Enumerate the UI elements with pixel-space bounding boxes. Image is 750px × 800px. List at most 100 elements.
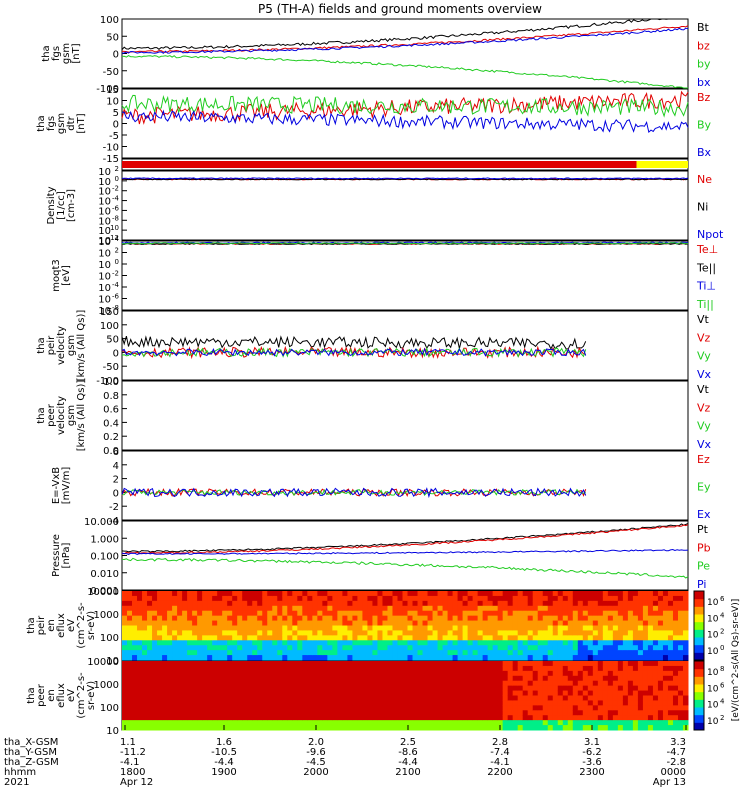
spectrogram-cell <box>382 605 388 612</box>
spectrogram-cell <box>397 615 403 622</box>
spectrogram-cell <box>242 680 248 687</box>
spectrogram-cell <box>192 625 198 631</box>
spectrogram-cell <box>472 650 479 656</box>
spectrogram-cell <box>652 591 659 597</box>
spectrogram-cell <box>312 630 318 636</box>
spectrogram-cell <box>547 710 554 716</box>
spectrogram-cell <box>502 620 509 626</box>
spectrogram-cell <box>312 705 318 711</box>
y-axis-label: gsm <box>56 113 67 134</box>
spectrogram-cell <box>432 695 439 701</box>
spectrogram-cell <box>187 715 193 721</box>
spectrogram-cell <box>227 661 233 667</box>
spectrogram-cell <box>577 610 584 617</box>
spectrogram-cell <box>127 645 133 651</box>
spectrogram-cell <box>587 700 594 706</box>
spectrogram-cell <box>507 650 514 656</box>
spectrogram-cell <box>597 600 604 607</box>
colorbar-segment <box>694 684 704 693</box>
spectrogram-cell <box>417 680 424 687</box>
spectrogram-cell <box>482 591 489 597</box>
spectrogram-cell <box>207 661 213 667</box>
spectrogram-cell <box>627 615 634 622</box>
spectrogram-cell <box>647 655 654 661</box>
spectrogram-cell <box>357 690 363 696</box>
spectrogram-cell <box>552 715 559 721</box>
spectrogram-cell <box>557 630 564 636</box>
spectrogram-cell <box>232 615 238 622</box>
spectrogram-cell <box>312 635 318 641</box>
spectrogram-cell <box>272 695 278 701</box>
spectrogram-cell <box>517 600 524 607</box>
spectrogram-cell <box>422 661 429 667</box>
spectrogram-cell <box>392 620 398 626</box>
spectrogram-cell <box>572 625 579 631</box>
spectrogram-cell <box>427 675 434 682</box>
spectrogram-cell <box>447 625 454 631</box>
spectrogram-cell <box>472 595 479 602</box>
spectrogram-cell <box>602 700 609 706</box>
spectrogram-cell <box>497 661 504 667</box>
spectrogram-cell <box>427 680 434 687</box>
spectrogram-cell <box>252 615 258 622</box>
spectrogram-cell <box>572 655 579 661</box>
spectrogram-cell <box>227 610 233 617</box>
spectrogram-cell <box>122 700 128 706</box>
spectrogram-cell <box>587 635 594 641</box>
spectrogram-cell <box>337 700 343 706</box>
spectrogram-cell <box>327 705 333 711</box>
x-axis-row-label: tha_X-GSM <box>4 737 58 748</box>
spectrogram-cell <box>647 640 654 646</box>
spectrogram-cell <box>262 680 268 687</box>
spectrogram-cell <box>562 680 569 687</box>
y-axis-label: fgs <box>51 46 62 61</box>
spectrogram-cell <box>147 685 153 692</box>
spectrogram-cell <box>132 640 138 646</box>
spectrogram-cell <box>362 600 368 607</box>
spectrogram-cell <box>467 690 474 696</box>
spectrogram-cell <box>302 635 308 641</box>
spectrogram-cell <box>647 635 654 641</box>
spectrogram-cell <box>487 720 494 726</box>
spectrogram-cell <box>447 675 454 682</box>
spectrogram-cell <box>272 620 278 626</box>
spectrogram-cell <box>127 650 133 656</box>
spectrogram-cell <box>272 665 278 672</box>
spectrogram-cell <box>592 705 599 711</box>
spectrogram-cell <box>382 680 388 687</box>
spectrogram-cell <box>382 685 388 692</box>
spectrogram-cell <box>487 695 494 701</box>
spectrogram-cell <box>432 661 439 667</box>
spectrogram-cell <box>282 630 288 636</box>
spectrogram-cell <box>377 655 383 661</box>
spectrogram-cell <box>467 705 474 711</box>
spectrogram-cell <box>407 670 414 677</box>
spectrogram-cell <box>352 615 358 622</box>
spectrogram-cell <box>222 635 228 641</box>
spectrogram-cell <box>217 720 223 726</box>
spectrogram-cell <box>257 640 263 646</box>
spectrogram-cell <box>192 710 198 716</box>
spectrogram-cell <box>427 705 434 711</box>
spectrogram-cell <box>572 615 579 622</box>
spectrogram-cell <box>547 700 554 706</box>
spectrogram-cell <box>492 605 499 612</box>
spectrogram-cell <box>402 591 409 597</box>
spectrogram-cell <box>532 661 539 667</box>
spectrogram-cell <box>327 690 333 696</box>
spectrogram-cell <box>392 605 398 612</box>
spectrogram-cell <box>677 610 684 617</box>
spectrogram-cell <box>497 620 504 626</box>
spectrogram-cell <box>172 610 178 617</box>
spectrogram-cell <box>417 675 424 682</box>
spectrogram-cell <box>167 715 173 721</box>
spectrogram-cell <box>197 715 203 721</box>
spectrogram-cell <box>322 655 328 661</box>
spectrogram-cell <box>177 670 183 677</box>
spectrogram-cell <box>507 605 514 612</box>
spectrogram-cell <box>187 695 193 701</box>
spectrogram-cell <box>302 700 308 706</box>
spectrogram-cell <box>557 685 564 692</box>
spectrogram-cell <box>302 630 308 636</box>
spectrogram-cell <box>182 615 188 622</box>
